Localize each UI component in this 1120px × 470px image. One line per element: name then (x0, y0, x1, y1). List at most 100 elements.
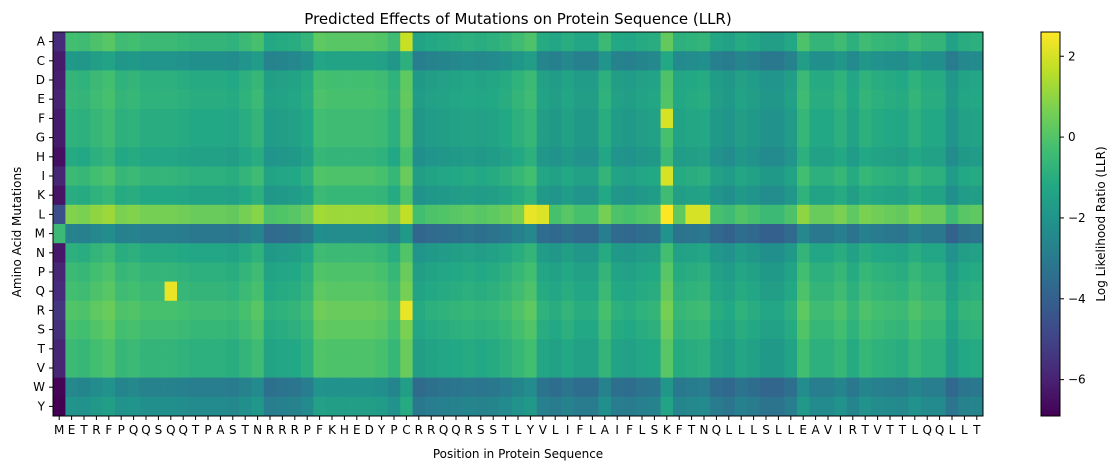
heatmap-cell (834, 262, 847, 282)
heatmap-cell (239, 262, 252, 282)
heatmap-cell (338, 32, 351, 52)
heatmap-cell (511, 339, 525, 359)
heatmap-cell (276, 51, 289, 71)
heatmap-cell (958, 377, 971, 398)
heatmap-cell (722, 51, 736, 71)
heatmap-cell (561, 70, 575, 90)
heatmap-cell (697, 320, 711, 340)
heatmap-cell (239, 320, 252, 340)
heatmap-cell (586, 396, 599, 417)
heatmap-cell (164, 204, 178, 225)
heatmap-cell (908, 51, 922, 71)
heatmap-cell (834, 224, 847, 244)
heatmap-cell (945, 185, 959, 206)
heatmap-cell (896, 320, 909, 340)
heatmap-cell (635, 166, 649, 186)
heatmap-cell (611, 396, 624, 417)
heatmap-cell (363, 89, 376, 110)
heatmap-cell (611, 377, 624, 398)
heatmap-cell (611, 339, 624, 359)
heatmap-cell (685, 204, 699, 225)
heatmap-cell (325, 70, 339, 90)
heatmap-cell (859, 300, 872, 321)
heatmap-cell (102, 51, 116, 71)
heatmap-cell (586, 339, 599, 359)
heatmap-cell (524, 300, 537, 321)
heatmap-cell (908, 166, 922, 186)
heatmap-cell (908, 70, 922, 90)
heatmap-cell (115, 147, 128, 167)
heatmap-cell (65, 166, 79, 186)
heatmap-cell (499, 204, 513, 225)
x-tick-label: Q (451, 423, 460, 437)
heatmap-cell (301, 243, 314, 263)
heatmap-cell (400, 339, 413, 359)
heatmap-cell (710, 32, 723, 52)
heatmap-cell (871, 147, 885, 167)
heatmap-cell (189, 166, 203, 186)
heatmap-cell (846, 224, 860, 244)
heatmap-cell (251, 339, 265, 359)
heatmap-cell (524, 339, 537, 359)
heatmap-cell (511, 281, 525, 302)
heatmap-cell (524, 262, 537, 282)
heatmap-cell (536, 243, 550, 263)
heatmap-cell (896, 262, 909, 282)
heatmap-cell (363, 339, 376, 359)
heatmap-cell (325, 185, 339, 206)
y-tick-label: Y (37, 399, 46, 413)
heatmap-cell (412, 204, 426, 225)
heatmap-cell (288, 339, 302, 359)
heatmap-cell (363, 108, 376, 129)
heatmap-cell (313, 89, 327, 110)
heatmap-cell (375, 128, 389, 148)
heatmap-cell (871, 300, 885, 321)
heatmap-cell (127, 166, 141, 186)
heatmap-cell (883, 108, 897, 129)
heatmap-cell (375, 358, 389, 378)
heatmap-cell (908, 262, 922, 282)
heatmap-cell (747, 108, 761, 129)
heatmap-cell (945, 108, 959, 129)
heatmap-cell (325, 396, 339, 417)
heatmap-cell (239, 147, 252, 167)
heatmap-cell (152, 70, 165, 90)
heatmap-cell (623, 262, 637, 282)
heatmap-cell (710, 396, 723, 417)
heatmap-cell (772, 166, 785, 186)
heatmap-cell (499, 320, 513, 340)
heatmap-cell (834, 89, 847, 110)
heatmap-cell (115, 396, 128, 417)
heatmap-cell (722, 108, 736, 129)
heatmap-cell (573, 128, 587, 148)
heatmap-cell (201, 281, 215, 302)
heatmap-cell (189, 281, 203, 302)
x-tick-label: M (54, 423, 64, 437)
heatmap-cell (363, 128, 376, 148)
x-tick-label: R (464, 423, 472, 437)
x-tick-label: E (799, 423, 807, 437)
heatmap-cell (598, 108, 612, 129)
heatmap-cell (635, 32, 649, 52)
heatmap-cell (90, 281, 103, 302)
heatmap-cell (970, 108, 984, 129)
heatmap-cell (201, 128, 215, 148)
heatmap-cell (759, 70, 773, 90)
heatmap-cell (214, 339, 227, 359)
heatmap-cell (834, 396, 847, 417)
heatmap-cell (573, 32, 587, 52)
heatmap-cell (425, 339, 438, 359)
heatmap-cell (673, 262, 686, 282)
heatmap-cell (363, 70, 376, 90)
heatmap-cell (896, 281, 909, 302)
heatmap-cell (214, 320, 227, 340)
heatmap-cell (921, 320, 934, 340)
heatmap-cell (288, 185, 302, 206)
heatmap-cell (375, 300, 389, 321)
heatmap-cell (177, 204, 190, 225)
heatmap-cell (747, 358, 761, 378)
heatmap-cell (214, 300, 227, 321)
heatmap-cell (301, 358, 314, 378)
heatmap-cell (288, 320, 302, 340)
y-tick-label: P (38, 265, 45, 279)
